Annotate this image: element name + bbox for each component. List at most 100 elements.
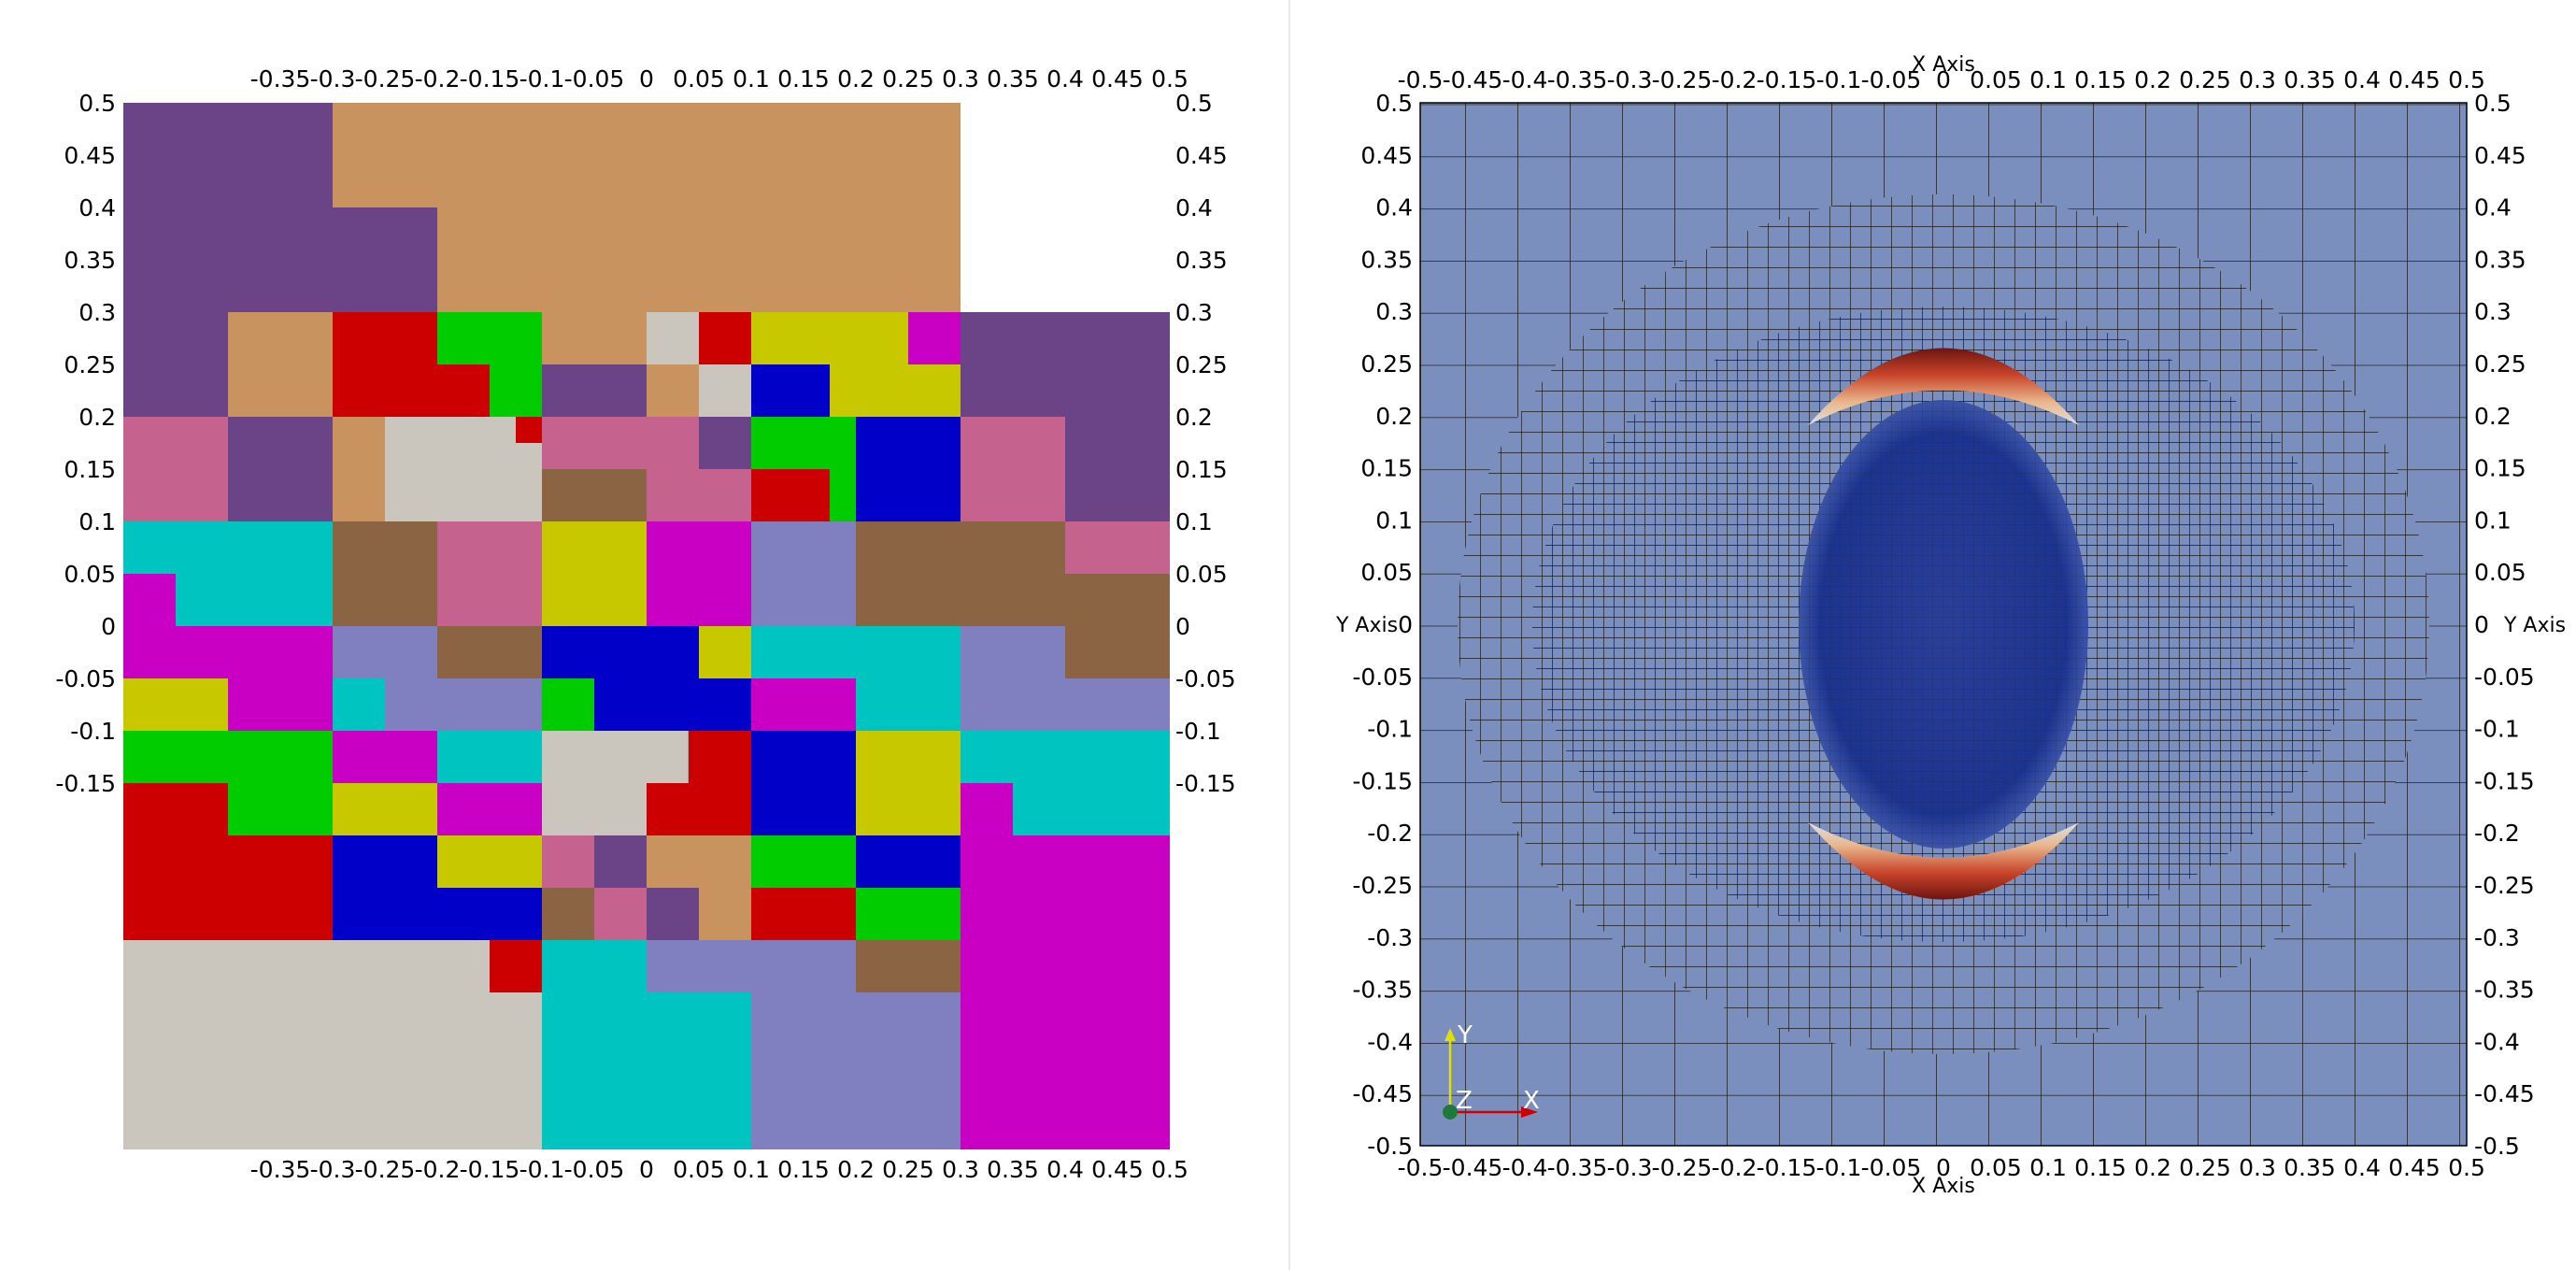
x-tick-label: 0.25 [2179, 1154, 2231, 1181]
partition-block-brown [856, 521, 1065, 626]
x-tick-label: -0.05 [1861, 66, 1922, 93]
x-tick-label: -0.35 [1547, 66, 1608, 93]
lower-interface-band [1808, 822, 2079, 900]
x-tick-label: 0.25 [882, 1156, 934, 1183]
x-tick-label: 0.4 [2343, 1154, 2381, 1181]
partition-block-pink [123, 417, 228, 521]
x-tick-label: 0.15 [2074, 1154, 2127, 1181]
y-tick-label: -0.5 [1367, 1133, 1413, 1160]
x-tick-label: 0.4 [1046, 65, 1084, 93]
partition-block-red [751, 888, 856, 940]
x-tick-label: 0.2 [837, 1156, 875, 1183]
partition-block-purple [961, 312, 1170, 417]
y-tick-label: 0 [101, 613, 116, 640]
partition-block-pink [961, 417, 1065, 521]
x-tick-label: -0.2 [1712, 1154, 1758, 1181]
y-tick-label: 0.05 [2474, 559, 2526, 586]
y-tick-label: -0.35 [1352, 977, 1413, 1004]
partition-block-grey [123, 940, 542, 1149]
partition-blocks [123, 103, 1170, 1149]
y-tick-label: 0.2 [1375, 403, 1413, 430]
partition-block-magenta [228, 678, 333, 731]
y-tick-label: -0.2 [1367, 820, 1413, 847]
x-tick-label: 0.3 [2239, 66, 2276, 93]
x-tick-label: 0.05 [673, 1156, 725, 1183]
partition-block-yellow [856, 731, 961, 835]
x-tick-label: 0 [1936, 1154, 1951, 1181]
x-tick-label: -0.05 [564, 1156, 625, 1183]
y-tick-label: -0.4 [2474, 1028, 2520, 1055]
y-tick-label: 0.1 [78, 508, 116, 535]
x-axis-title-top: X Axis [1912, 53, 1975, 77]
x-tick-label: 0.45 [2388, 66, 2441, 93]
x-tick-label: -0.3 [1607, 1154, 1653, 1181]
y-tick-label: 0.5 [1175, 90, 1213, 117]
x-tick-label: -0.05 [1861, 1154, 1922, 1181]
x-tick-label: 0.1 [733, 1156, 770, 1183]
x-tick-label: -0.4 [1502, 66, 1548, 93]
y-tick-label: 0.3 [1175, 299, 1213, 326]
partition-block-cyan [961, 731, 1170, 783]
x-tick-label: -0.5 [1398, 66, 1444, 93]
triad-y-label: Y [1457, 1021, 1473, 1049]
partition-block-magenta [333, 731, 437, 783]
partition-block-tan [647, 364, 699, 417]
x-tick-label: -0.25 [1652, 1154, 1713, 1181]
x-tick-label: -0.1 [519, 1156, 565, 1183]
partition-block-purple [594, 835, 647, 888]
y-tick-label: 0.5 [78, 90, 116, 117]
partition-block-brown [856, 940, 961, 992]
right-right-y-ticks: 0.5 0.45 0.4 0.35 0.3 0.25 0.2 0.15 0.1 0.05 0 -0.0… [2474, 90, 2535, 1160]
partition-block-blue [751, 364, 830, 417]
y-tick-label: 0.15 [1175, 456, 1228, 483]
y-tick-label: 0 [2474, 611, 2489, 638]
x-tick-label: -0.35 [250, 1156, 311, 1183]
partition-block-cyan [1013, 783, 1170, 835]
y-tick-label: 0.1 [1175, 508, 1213, 535]
x-tick-label: 0.2 [2134, 1154, 2171, 1181]
y-tick-label: 0.15 [2474, 455, 2526, 482]
y-tick-label: 0.5 [1375, 90, 1413, 117]
y-tick-label: 0.35 [2474, 246, 2526, 273]
x-tick-label: -0.1 [1816, 1154, 1862, 1181]
x-tick-label: -0.25 [1652, 66, 1713, 93]
triad-y-arrow [1445, 1028, 1456, 1041]
x-tick-label: 0.35 [2284, 66, 2336, 93]
partition-block-red [228, 835, 333, 940]
partition-block-purple [647, 888, 699, 940]
x-tick-label: 0.3 [2239, 1154, 2276, 1181]
y-tick-label: -0.1 [70, 718, 116, 745]
x-tick-label: 0.3 [942, 65, 979, 93]
y-tick-label: 0.05 [1175, 561, 1228, 588]
y-tick-label: -0.45 [1352, 1080, 1413, 1107]
x-tick-label: 0.5 [2448, 66, 2485, 93]
partition-block-tan [542, 312, 647, 364]
y-tick-label: 0.45 [64, 142, 116, 169]
x-tick-label: 0.15 [2074, 66, 2127, 93]
x-tick-label: 0 [639, 65, 654, 93]
y-tick-label: -0.3 [1367, 924, 1413, 951]
partition-block-tan [437, 207, 961, 312]
x-tick-label: -0.25 [355, 65, 416, 93]
y-tick-label: -0.15 [1352, 767, 1413, 794]
x-tick-label: 0.35 [2284, 1154, 2336, 1181]
triad-x-label: X [1523, 1087, 1540, 1115]
right-bottom-x-ticks: -0.5 -0.45 -0.4 -0.35 -0.3 -0.25 -0.2 -0.15 -0.1… [1398, 1154, 2485, 1181]
x-tick-label: 0.45 [1091, 1156, 1144, 1183]
x-tick-label: 0.45 [2388, 1154, 2441, 1181]
y-tick-label: 0.35 [1360, 246, 1413, 273]
y-tick-label: -0.05 [1175, 665, 1236, 692]
partition-block-purple [333, 207, 437, 312]
partition-block-blue [751, 731, 856, 835]
partition-block-red [333, 312, 437, 417]
partition-block-cyan [437, 731, 542, 783]
partition-block-purple [123, 103, 333, 312]
y-tick-label: -0.15 [55, 770, 116, 797]
y-tick-label: -0.1 [2474, 716, 2520, 743]
y-tick-label: -0.35 [2474, 977, 2535, 1004]
mesh-view [1420, 103, 2467, 1146]
x-tick-label: 0 [1936, 66, 1951, 93]
partition-block-red [699, 312, 751, 364]
y-tick-label: 0.2 [1175, 404, 1213, 431]
